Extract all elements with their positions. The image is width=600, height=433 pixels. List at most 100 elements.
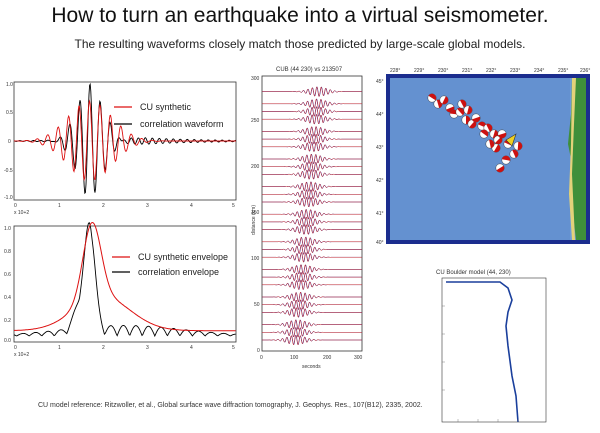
focal-mechanism-symbols xyxy=(427,93,523,173)
latitude-label: 43° xyxy=(376,145,384,151)
seismogram-trace xyxy=(262,223,362,235)
record-section-title: CUB (44 230) vs 213507 xyxy=(276,67,343,73)
x-tick-label: 3 xyxy=(146,203,149,209)
seismogram-trace xyxy=(262,133,362,145)
seismogram-trace xyxy=(262,216,362,227)
seismogram-trace xyxy=(262,98,362,110)
coastal-terrain xyxy=(569,78,576,240)
longitude-label: 230° xyxy=(438,68,448,74)
beachball-compression-quadrant xyxy=(501,155,511,161)
seismogram-trace xyxy=(262,334,362,346)
x-axis-exponent: x 10+2 xyxy=(14,352,29,358)
seismogram-trace xyxy=(262,153,362,165)
longitude-label: 229° xyxy=(414,68,424,74)
page-subtitle: The resulting waveforms closely match th… xyxy=(74,37,526,51)
seismogram-traces xyxy=(262,86,362,346)
y-tick-labels: 0 50 100 150 200 250 300 xyxy=(251,76,260,354)
x-tick-label: 0 xyxy=(14,203,17,209)
x-tick-label: 5 xyxy=(232,345,235,351)
seismogram-trace xyxy=(262,279,362,291)
beachball-compression-quadrant xyxy=(457,107,465,116)
longitude-label: 236° xyxy=(580,68,590,74)
longitude-label: 231° xyxy=(462,68,472,74)
y-tick-label: 0.8 xyxy=(4,249,11,255)
plot-frame xyxy=(441,277,547,423)
y-axis-label: distance (km) xyxy=(251,205,257,235)
x-tick-labels: 0 1 2 3 4 5 x 10+2 xyxy=(14,203,235,216)
legend: CU synthetic envelope correlation envelo… xyxy=(112,252,228,277)
seismogram-trace xyxy=(262,113,362,125)
beachball-compression-quadrant xyxy=(512,149,519,158)
beachball-compression-quadrant xyxy=(469,120,477,129)
beachball-compression-quadrant xyxy=(496,165,505,173)
longitude-label: 234° xyxy=(534,68,544,74)
seismogram-trace xyxy=(262,236,362,248)
latitude-label: 42° xyxy=(376,178,384,184)
seismogram-trace xyxy=(262,319,362,331)
beachball-compression-quadrant xyxy=(460,99,467,108)
x-tick-label: 4 xyxy=(190,345,193,351)
y-tick-label: 1.0 xyxy=(6,82,13,88)
x-tick-label: 3 xyxy=(146,345,149,351)
x-tick-label: 200 xyxy=(323,355,332,361)
model-reference-citation: CU model reference: Ritzwoller, et al., … xyxy=(38,402,423,409)
x-tick-label: 5 xyxy=(232,203,235,209)
model-title: CU Boulder model (44, 230) xyxy=(436,270,511,276)
y-tick-label: -0.5 xyxy=(4,168,13,174)
seismogram-trace xyxy=(262,196,362,208)
longitude-label: 232° xyxy=(486,68,496,74)
y-tick-label: 0 xyxy=(8,139,11,145)
y-tick-label: 0.6 xyxy=(4,272,11,278)
legend-label: CU synthetic envelope xyxy=(138,252,228,262)
beachball-compression-quadrant xyxy=(466,105,473,115)
beachball-compression-quadrant xyxy=(472,116,481,123)
y-tick-label: 200 xyxy=(251,164,260,170)
x-axis-exponent: x 10+2 xyxy=(14,210,29,216)
legend: CU synthetic correlation waveform xyxy=(114,102,224,129)
seismogram-trace xyxy=(262,106,362,117)
velocity-model-plot: CU Boulder model (44, 230) xyxy=(436,270,547,423)
seismogram-trace xyxy=(262,244,362,256)
seismogram-trace xyxy=(262,291,362,302)
legend-label: CU synthetic xyxy=(140,102,192,112)
map-graticule-labels: 228° 229° 230° 231° 232° 233° 234° 235° … xyxy=(376,68,590,246)
x-tick-label: 4 xyxy=(190,203,193,209)
cu-synthetic-envelope-line xyxy=(13,221,236,332)
latitude-label: 44° xyxy=(376,112,384,118)
beachball-compression-quadrant xyxy=(442,96,449,105)
longitude-label: 233° xyxy=(510,68,520,74)
beachball-compression-quadrant xyxy=(480,129,489,137)
y-tick-labels: 1.0 0.8 0.6 0.4 0.2 0.0 xyxy=(4,226,11,344)
x-tick-label: 0 xyxy=(14,345,17,351)
beachball-compression-quadrant xyxy=(493,144,501,153)
beachball-compression-quadrant xyxy=(517,141,523,151)
station-map: 228° 229° 230° 231° 232° 233° 234° 235° … xyxy=(376,68,590,246)
station-triangle-icon xyxy=(505,133,517,147)
y-tick-label: 1.0 xyxy=(4,226,11,232)
beachball-compression-quadrant xyxy=(495,136,503,145)
cu-synthetic-line xyxy=(13,99,236,182)
latitude-label: 45° xyxy=(376,79,384,85)
seismogram-trace xyxy=(262,169,362,180)
y-tick-label: 300 xyxy=(251,76,260,82)
y-tick-labels: 1.0 0.5 0 -0.5 -1.0 xyxy=(4,82,13,201)
envelope-comparison-plot: 1.0 0.8 0.6 0.4 0.2 0.0 0 1 2 3 4 5 x 10… xyxy=(4,221,237,358)
x-tick-label: 100 xyxy=(290,355,299,361)
x-tick-labels: 0 100 200 300 xyxy=(260,355,363,361)
y-tick-label: 0.2 xyxy=(4,318,11,324)
seismogram-trace xyxy=(262,299,362,310)
y-tick-label: 0.5 xyxy=(6,110,13,116)
waveform-comparison-plot: 1.0 0.5 0 -0.5 -1.0 0 1 2 3 4 5 x 10+2 C… xyxy=(4,81,237,216)
seismogram-trace xyxy=(262,181,362,193)
beachball-compression-quadrant xyxy=(489,139,495,149)
y-tick-label: -1.0 xyxy=(4,195,13,201)
y-tick-label: 250 xyxy=(251,118,260,124)
longitude-label: 228° xyxy=(390,68,400,74)
beachball-compression-quadrant xyxy=(486,123,493,132)
seismogram-trace xyxy=(262,327,362,338)
x-tick-label: 0 xyxy=(260,355,263,361)
legend-label: correlation waveform xyxy=(140,119,224,129)
x-tick-label: 300 xyxy=(354,355,363,361)
axis-ticks xyxy=(442,305,519,422)
seismogram-trace xyxy=(262,189,362,200)
